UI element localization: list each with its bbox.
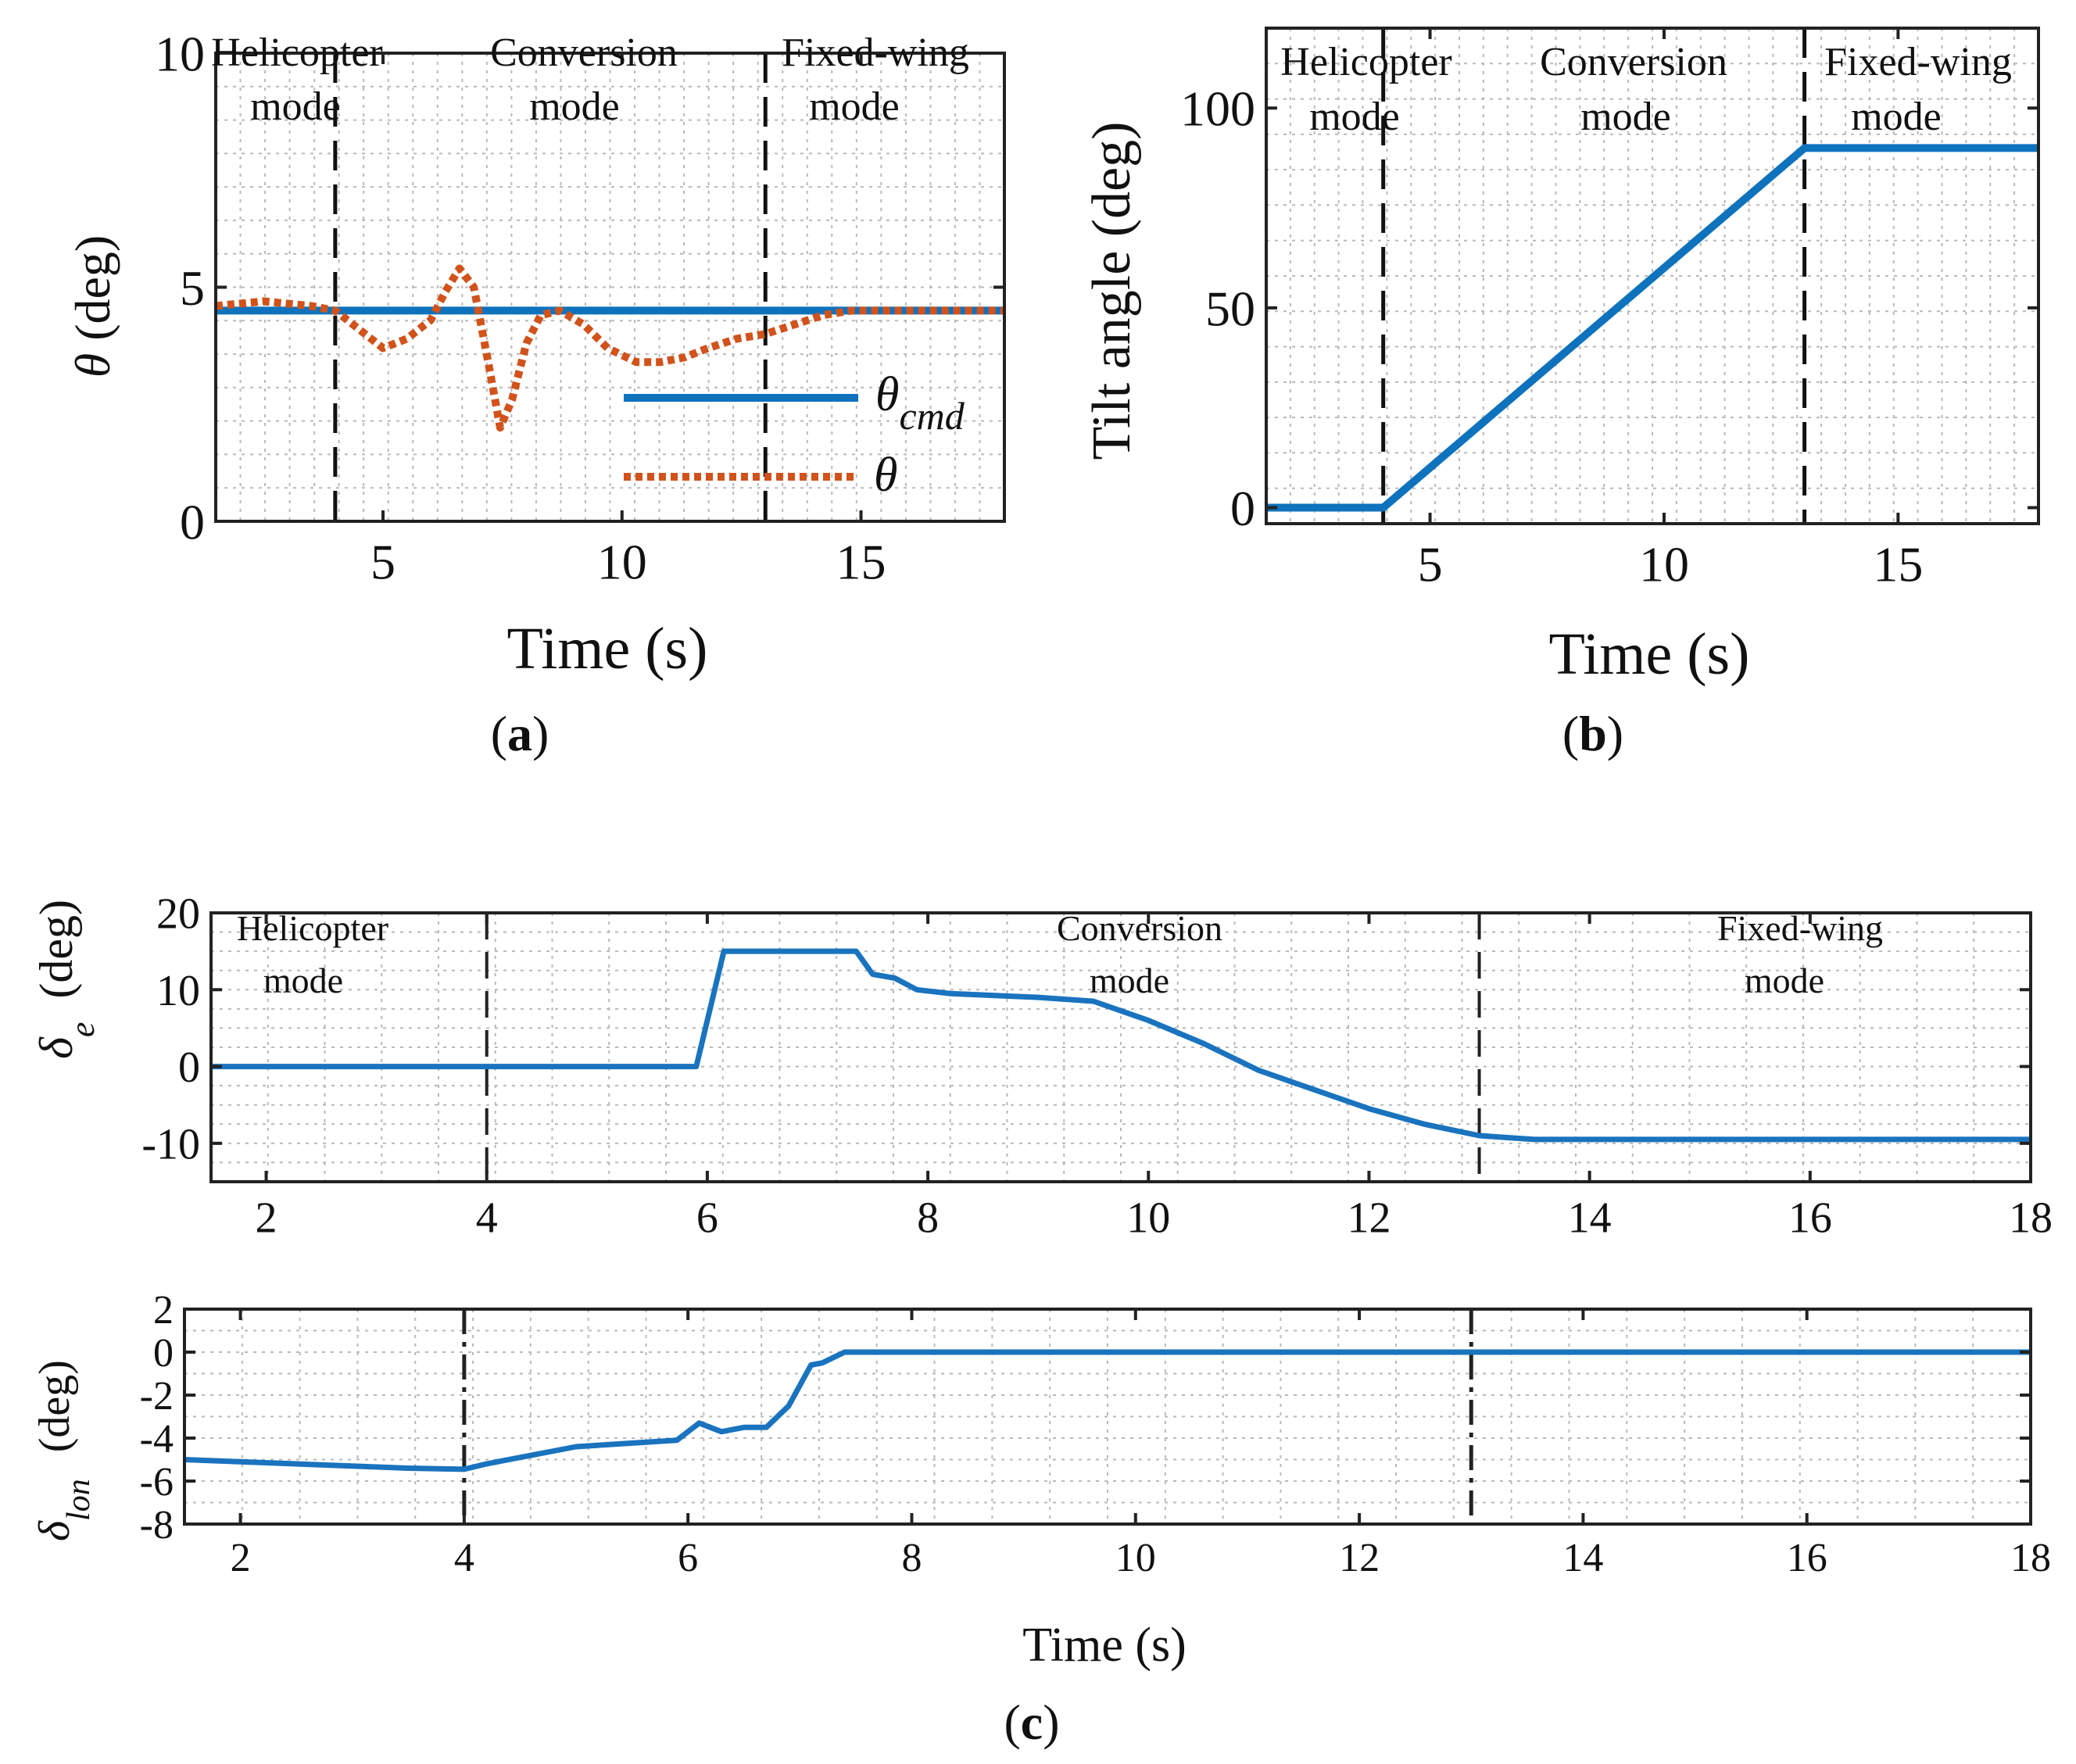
c1-mode-helicopter-line2: mode xyxy=(263,961,343,1000)
b-mode-helicopter-line2: mode xyxy=(1309,95,1400,139)
c1-mode-conversion-line1: Conversion xyxy=(1057,908,1222,948)
b-xtick-label: 5 xyxy=(1418,537,1443,592)
c1-xtick-label: 14 xyxy=(1568,1193,1612,1242)
c2-xtick-label: 12 xyxy=(1339,1536,1380,1580)
c1-mode-helicopter-line1: Helicopter xyxy=(237,908,388,948)
b-xtick-label: 15 xyxy=(1873,537,1923,592)
a-ytick-label: 0 xyxy=(180,494,205,549)
c2-ytick-label: -6 xyxy=(140,1460,174,1505)
a-mode-helicopter-line2: mode xyxy=(250,84,341,129)
c2-xtick-label: 2 xyxy=(231,1536,251,1580)
c2-ytick-label: -4 xyxy=(140,1417,174,1462)
b-mode-helicopter-line1: Helicopter xyxy=(1280,40,1451,84)
panel-a: 5 10 15 0 5 10 Helicopter mode Conversion mod… xyxy=(65,26,1004,761)
c2-ytick-label: 2 xyxy=(153,1288,174,1333)
c1-xtick-label: 16 xyxy=(1788,1193,1832,1242)
b-mode-conversion-line1: Conversion xyxy=(1540,40,1727,84)
c2-xtick-label: 6 xyxy=(678,1536,698,1580)
a-mode-helicopter-line1: Helicopter xyxy=(211,30,382,75)
panel-b: 5 10 15 0 50 100 Helicopter mode Conversion m… xyxy=(1082,28,2038,761)
c1-ytick-label: 10 xyxy=(156,967,200,1015)
legend-theta-label: θ xyxy=(874,449,897,502)
a-mode-fixedwing-line2: mode xyxy=(809,84,900,129)
c1-xtick-label: 2 xyxy=(256,1193,277,1242)
c2-xtick-label: 10 xyxy=(1115,1536,1156,1580)
c2-xtick-label: 14 xyxy=(1562,1536,1603,1580)
a-xtick-label: 5 xyxy=(370,535,396,590)
c2-xtick-label: 8 xyxy=(901,1536,922,1580)
c1-xtick-label: 18 xyxy=(2009,1193,2053,1242)
c2-xtick-label: 18 xyxy=(2010,1536,2051,1580)
a-xlabel: Time (s) xyxy=(507,616,708,682)
c1-mode-fixedwing-line2: mode xyxy=(1745,961,1824,1000)
c1-xtick-label: 10 xyxy=(1126,1193,1170,1242)
c2-ytick-label: -2 xyxy=(140,1374,174,1419)
c1-ylabel: δe(deg) xyxy=(30,900,102,1059)
a-ytick-label: 10 xyxy=(155,26,205,81)
c1-ytick-label: 20 xyxy=(156,890,200,939)
b-mode-fixedwing-line1: Fixed-wing xyxy=(1824,40,2012,84)
b-ytick-label: 0 xyxy=(1230,481,1255,536)
a-mode-conversion-line2: mode xyxy=(529,84,620,129)
b-caption: (b) xyxy=(1562,706,1623,761)
c1-ytick-label: -10 xyxy=(141,1120,200,1168)
figure: 5 10 15 0 5 10 Helicopter mode Conversion mod… xyxy=(0,0,2076,1764)
c1-ytick-label: 0 xyxy=(178,1043,200,1092)
c-caption: (c) xyxy=(1004,1694,1059,1750)
c1-xtick-label: 4 xyxy=(476,1193,498,1242)
b-mode-conversion-line2: mode xyxy=(1580,95,1671,139)
c2-ytick-label: 0 xyxy=(153,1331,174,1376)
c2-xtick-label: 16 xyxy=(1787,1536,1827,1580)
panel-c2-grid xyxy=(184,1309,2031,1524)
a-ytick-label: 5 xyxy=(180,260,205,316)
b-ylabel: Tilt angle (deg) xyxy=(1082,122,1142,460)
c2-ylabel: δlon(deg) xyxy=(30,1360,97,1541)
a-caption: (a) xyxy=(491,706,549,761)
c1-xtick-label: 12 xyxy=(1347,1193,1391,1242)
c1-xtick-label: 6 xyxy=(696,1193,718,1242)
a-ylabel: θ (deg) xyxy=(65,235,120,377)
panel-c-elevator: 2 4 6 8 10 12 14 16 18 -10 0 10 20 Helicopter mode C… xyxy=(30,890,2053,1243)
panel-c2-ticks: 2 4 6 8 10 12 14 16 18-8-6-4-202 xyxy=(140,1288,2051,1580)
c1-mode-fixedwing-line1: Fixed-wing xyxy=(1717,908,1883,948)
c1-xtick-label: 8 xyxy=(917,1193,939,1242)
c2-xtick-label: 4 xyxy=(454,1536,474,1580)
b-xlabel: Time (s) xyxy=(1549,621,1750,687)
a-mode-conversion-line1: Conversion xyxy=(490,30,678,75)
b-xtick-label: 10 xyxy=(1639,537,1689,592)
a-xtick-label: 15 xyxy=(836,535,886,590)
c2-ytick-label: -8 xyxy=(140,1503,174,1548)
b-mode-fixedwing-line2: mode xyxy=(1851,95,1942,139)
c1-mode-conversion-line2: mode xyxy=(1090,961,1169,1000)
panel-c-lon-cyclic: 2 4 6 8 10 12 14 16 18-8-6-4-202 δlon(deg) Time … xyxy=(30,1288,2051,1750)
a-mode-fixedwing-line1: Fixed-wing xyxy=(782,30,969,75)
b-ytick-label: 50 xyxy=(1205,281,1255,336)
c2-xlabel: Time (s) xyxy=(1022,1619,1187,1672)
a-xtick-label: 10 xyxy=(597,535,647,590)
legend-cmd-label: θcmd xyxy=(875,368,965,438)
b-ytick-label: 100 xyxy=(1180,81,1255,137)
